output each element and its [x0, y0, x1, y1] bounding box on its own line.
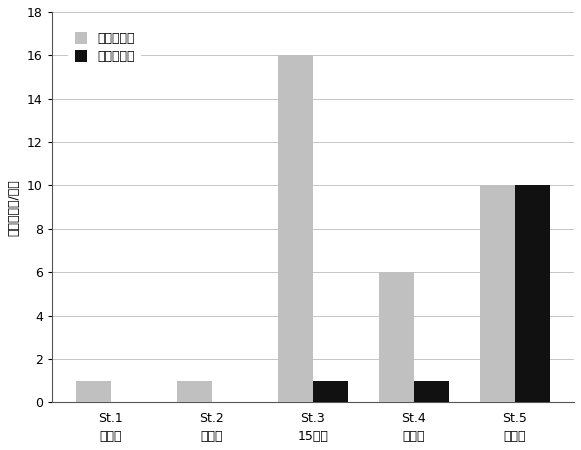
- Bar: [379, 272, 414, 402]
- Bar: [515, 185, 550, 402]
- Bar: [479, 185, 515, 402]
- Bar: [414, 381, 449, 402]
- Bar: [76, 381, 111, 402]
- Y-axis label: 採集個体数/曳網: 採集個体数/曳網: [7, 179, 20, 235]
- Bar: [278, 55, 313, 402]
- Legend: マコガレイ, イシガレイ: マコガレイ, イシガレイ: [69, 26, 141, 69]
- Bar: [313, 381, 348, 402]
- Bar: [177, 381, 212, 402]
